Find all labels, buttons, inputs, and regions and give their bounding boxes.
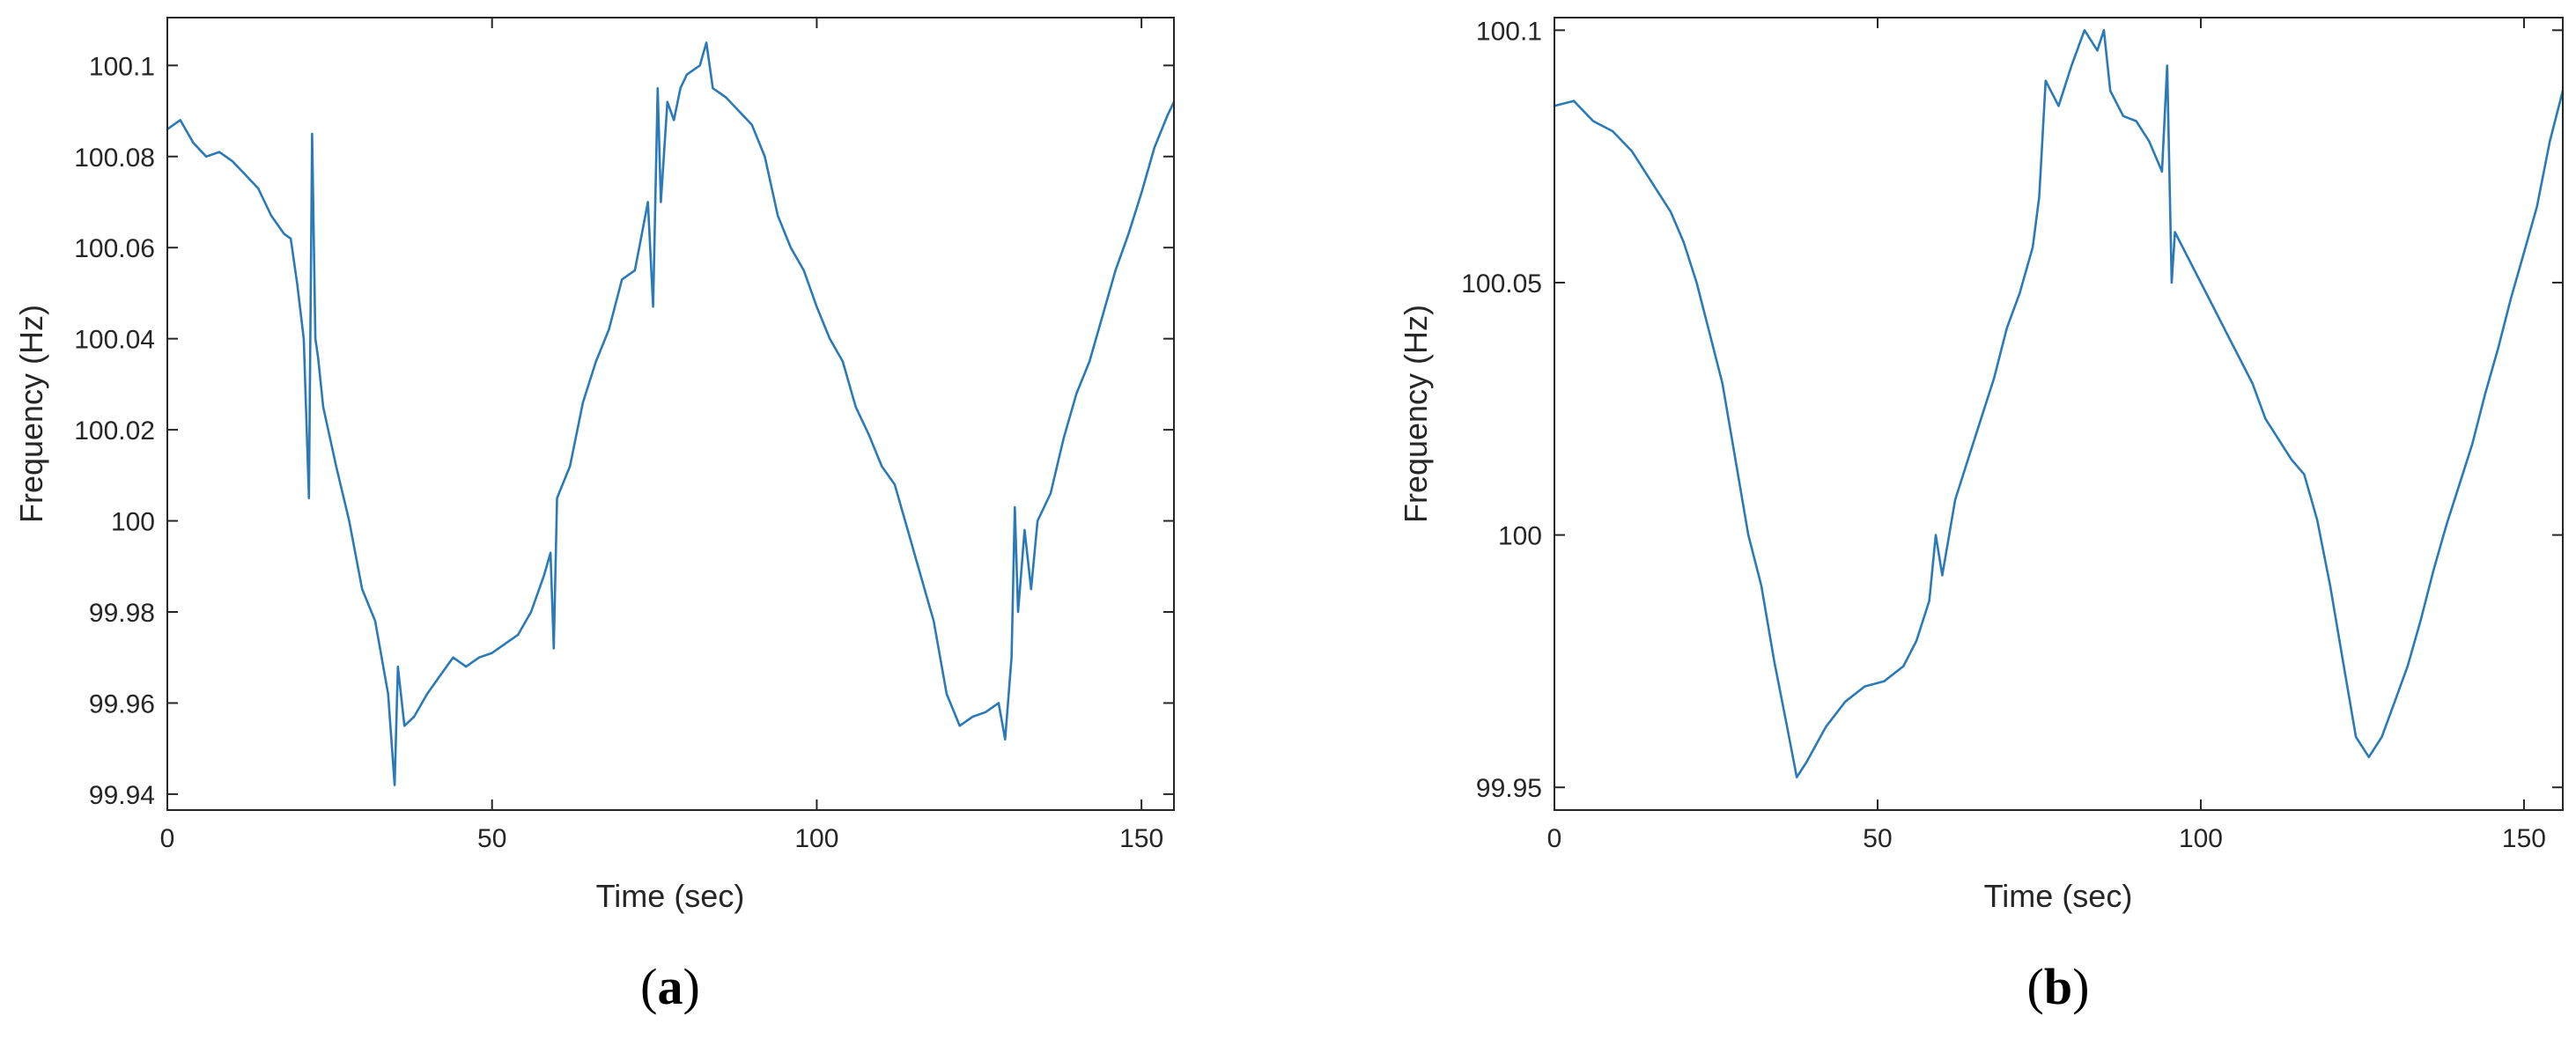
chart-a-y-tick-label: 100.06 xyxy=(74,234,155,263)
chart-b-x-tick-label: 150 xyxy=(2502,824,2546,853)
chart-b-y-tick-label: 99.95 xyxy=(1476,774,1542,803)
chart-a-y-tick-label: 99.94 xyxy=(89,781,155,810)
chart-b-series-line xyxy=(1553,29,2565,778)
chart-a-x-tick-label: 100 xyxy=(794,824,838,853)
chart-b-x-tick-label: 100 xyxy=(2179,824,2223,853)
chart-a-y-axis-label: Frequency (Hz) xyxy=(13,305,49,523)
chart-b-y-ticks: 99.95 100 100.05 100.1 xyxy=(1461,17,2563,803)
chart-b-y-tick-label: 100.05 xyxy=(1461,269,1542,298)
chart-a-caption: (a) xyxy=(640,958,700,1015)
chart-b-caption-open: ( xyxy=(2027,958,2044,1015)
chart-a-y-tick-label: 100.02 xyxy=(74,416,155,446)
chart-b-x-axis-label: Time (sec) xyxy=(1984,878,2133,914)
chart-b-x-tick-label: 50 xyxy=(1863,824,1892,853)
chart-a-plot-area xyxy=(166,17,1175,811)
chart-b-x-tick-label: 0 xyxy=(1547,824,1562,853)
chart-a-caption-letter: a xyxy=(658,958,683,1015)
chart-a-y-tick-label: 99.98 xyxy=(89,599,155,628)
chart-a-x-tick-label: 50 xyxy=(477,824,506,853)
chart-b-y-axis-label: Frequency (Hz) xyxy=(1398,305,1434,523)
chart-a-y-tick-label: 99.96 xyxy=(89,689,155,718)
chart-b-y-tick-label: 100.1 xyxy=(1476,17,1542,46)
chart-a-y-ticks: 99.94 99.96 99.98 100 100.02 100.04 100.06 100.… xyxy=(74,52,1174,810)
chart-b-caption: (b) xyxy=(2027,958,2090,1015)
chart-a-x-ticks: 0 50 100 150 xyxy=(160,18,1163,853)
chart-panel-a: 0 50 100 150 99.94 99.96 99.98 100 100.02 100.04… xyxy=(13,17,1176,1015)
chart-panel-b: 0 50 100 150 99.95 100 100.05 100.1 Time (sec)… xyxy=(1398,17,2565,1015)
chart-a-caption-open: ( xyxy=(640,958,657,1015)
chart-a-x-tick-label: 150 xyxy=(1119,824,1163,853)
chart-b-caption-letter: b xyxy=(2044,958,2072,1015)
chart-b-y-tick-label: 100 xyxy=(1498,522,1542,551)
chart-a-y-tick-label: 100.04 xyxy=(74,326,155,355)
chart-a-y-tick-label: 100 xyxy=(111,508,155,537)
chart-a-x-axis-label: Time (sec) xyxy=(596,878,745,914)
chart-b-x-ticks: 0 50 100 150 xyxy=(1547,18,2546,853)
chart-a-series-line xyxy=(166,41,1176,786)
chart-a-caption-close: ) xyxy=(683,958,700,1015)
chart-b-plot-area xyxy=(1554,17,2564,811)
chart-b-caption-close: ) xyxy=(2072,958,2089,1015)
chart-a-x-tick-label: 0 xyxy=(160,824,175,853)
chart-a-y-tick-label: 100.1 xyxy=(89,52,155,81)
chart-a-y-tick-label: 100.08 xyxy=(74,144,155,173)
